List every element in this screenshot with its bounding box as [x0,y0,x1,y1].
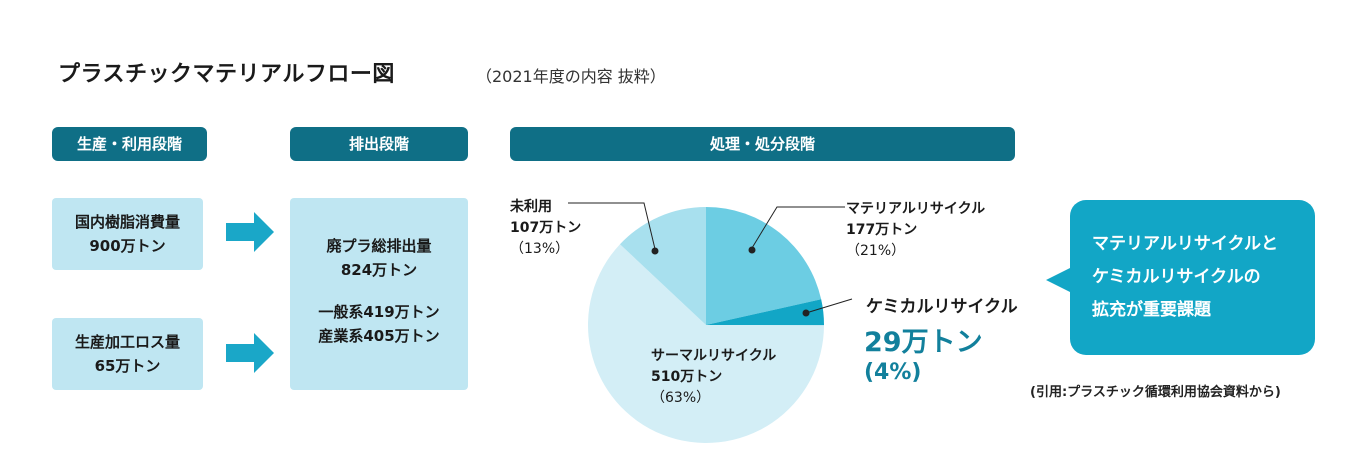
label-chemical-pct: (4%) [864,360,922,385]
label-material-pct: （21%） [846,243,906,259]
stage-header-production: 生産・利用段階 [52,127,207,161]
slice-material-recycling [706,207,822,325]
flow-arrow-icon [226,333,274,373]
domestic-consumption-label: 国内樹脂消費量 [74,213,180,231]
label-unused: 未利用 107万トン （13%） [510,197,581,260]
label-material-value: 177万トン [846,222,918,238]
discharge-industrial: 産業系405万トン [318,327,440,345]
leader-dot-material [748,246,756,254]
leader-line-material [751,206,845,249]
key-issue-callout: マテリアルリサイクルと ケミカルリサイクルの 拡充が重要課題 [1070,200,1315,355]
processing-loss-box: 生産加工ロス量 65万トン [52,318,203,390]
label-thermal-value: 510万トン [651,369,723,385]
domestic-consumption-box: 国内樹脂消費量 900万トン [52,198,203,270]
leader-lines [568,202,853,317]
label-chemical-value: 29万トン [864,327,983,358]
slice-thermal-recycling [588,244,824,444]
discharge-total-label: 廃プラ総排出量 [326,237,432,255]
discharge-total-value: 824万トン [340,261,418,279]
leader-dot-unused [651,247,659,255]
discharge-box: 廃プラ総排出量 824万トン 一般系419万トン 産業系405万トン [290,198,468,390]
callout-line-3: 拡充が重要課題 [1092,300,1211,320]
label-unused-pct: （13%） [510,241,570,257]
page-subtitle: （2021年度の内容 抜粋） [476,67,666,86]
label-thermal-pct: （63%） [651,390,711,406]
discharge-general: 一般系419万トン [318,303,440,321]
label-material: マテリアルリサイクル 177万トン （21%） [846,199,985,262]
label-unused-value: 107万トン [510,220,582,236]
page-title: プラスチックマテリアルフロー図 [58,62,395,87]
label-unused-name: 未利用 [510,199,552,215]
stage-header-discharge: 排出段階 [290,127,468,161]
domestic-consumption-value: 900万トン [89,237,166,255]
slice-chemical-recycling [706,299,825,326]
label-material-name: マテリアルリサイクル [846,201,986,217]
callout-tail [1046,266,1074,294]
source-note: (引用:プラスチック循環利用協会資料から) [1030,385,1281,400]
leader-line-chemical [805,298,853,314]
callout-line-2: ケミカルリサイクルの [1092,267,1261,287]
label-chemical-name: ケミカルリサイクル [866,297,1018,317]
label-thermal-name: サーマルリサイクル [651,348,777,364]
stage-header-treatment: 処理・処分段階 [510,127,1015,161]
callout-line-1: マテリアルリサイクルと [1092,234,1278,254]
label-thermal: サーマルリサイクル 510万トン （63%） [651,346,776,409]
flow-arrow-icon [226,212,274,252]
processing-loss-value: 65万トン [94,357,161,375]
leader-dot-chemical [802,309,810,317]
slice-unused [619,207,706,325]
processing-loss-label: 生産加工ロス量 [74,333,180,351]
leader-line-unused [568,202,656,250]
